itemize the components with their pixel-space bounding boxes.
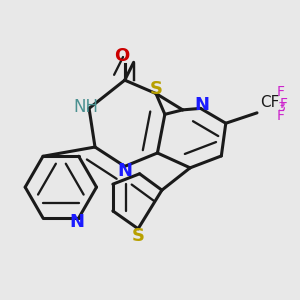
Text: N: N [70, 214, 85, 232]
Text: N: N [117, 162, 132, 180]
Text: CF: CF [260, 95, 279, 110]
Text: F: F [276, 109, 284, 123]
Text: NH: NH [74, 98, 99, 116]
Text: F: F [279, 98, 287, 111]
Text: N: N [194, 96, 209, 114]
Text: S: S [132, 227, 145, 245]
Text: 3: 3 [277, 101, 285, 114]
Text: S: S [149, 80, 162, 98]
Text: O: O [114, 47, 129, 65]
Text: F: F [276, 85, 284, 100]
